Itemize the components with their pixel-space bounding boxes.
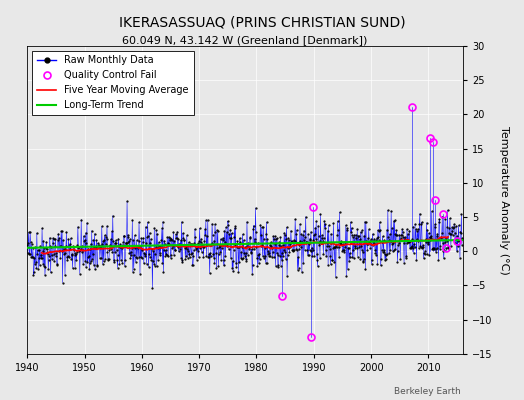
Text: Berkeley Earth: Berkeley Earth — [395, 387, 461, 396]
Text: IKERASASSUAQ (PRINS CHRISTIAN SUND): IKERASASSUAQ (PRINS CHRISTIAN SUND) — [119, 16, 405, 30]
Y-axis label: Temperature Anomaly (°C): Temperature Anomaly (°C) — [499, 126, 509, 274]
Legend: Raw Monthly Data, Quality Control Fail, Five Year Moving Average, Long-Term Tren: Raw Monthly Data, Quality Control Fail, … — [32, 51, 193, 115]
Title: 60.049 N, 43.142 W (Greenland [Denmark]): 60.049 N, 43.142 W (Greenland [Denmark]) — [122, 35, 368, 45]
